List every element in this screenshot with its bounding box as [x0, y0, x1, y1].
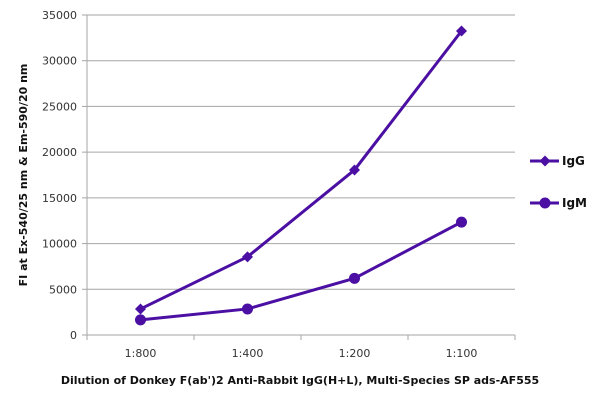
- x-tick-label: 1:800: [125, 347, 157, 360]
- circle-marker: [242, 303, 253, 315]
- y-axis: 0 5000 10000 15000 20000 25000 30000 35000: [42, 9, 88, 342]
- legend-item-igg: IgG: [530, 154, 585, 168]
- legend-item-igm: IgM: [530, 196, 587, 210]
- legend-circle-icon: [539, 197, 551, 209]
- x-tick-label: 1:200: [339, 347, 371, 360]
- diamond-marker: [349, 164, 360, 176]
- data-series: [135, 25, 467, 326]
- legend-label: IgG: [562, 154, 585, 168]
- series-line: [140, 220, 463, 322]
- y-tick-label: 10000: [42, 238, 77, 251]
- y-tick-label: 15000: [42, 192, 77, 205]
- circle-marker: [349, 272, 360, 284]
- series-line: [139, 30, 463, 311]
- x-tick-label: 1:400: [232, 347, 264, 360]
- diamond-marker: [242, 251, 253, 263]
- x-axis-title: Dilution of Donkey F(ab')2 Anti-Rabbit I…: [61, 374, 539, 387]
- x-axis: 1:800 1:400 1:200 1:100: [86, 334, 516, 360]
- series-igg: [135, 25, 467, 315]
- x-tick-label: 1:100: [446, 347, 478, 360]
- circle-marker: [135, 314, 146, 326]
- diamond-marker: [135, 303, 146, 315]
- legend-diamond-icon: [539, 155, 551, 167]
- y-axis-title: FI at Ex-540/25 nm & Em-590/20 nm: [17, 64, 30, 287]
- diamond-marker: [456, 25, 467, 37]
- y-tick-label: 5000: [49, 283, 77, 296]
- legend-label: IgM: [562, 196, 587, 210]
- y-tick-label: 20000: [42, 146, 77, 159]
- y-tick-label: 30000: [42, 55, 77, 68]
- series-igm: [135, 216, 467, 326]
- y-tick-label: 0: [70, 329, 77, 342]
- y-tick-label: 35000: [42, 9, 77, 22]
- legend: IgG IgM: [530, 154, 587, 210]
- y-tick-label: 25000: [42, 100, 77, 113]
- gridlines: [87, 14, 515, 290]
- circle-marker: [456, 216, 467, 228]
